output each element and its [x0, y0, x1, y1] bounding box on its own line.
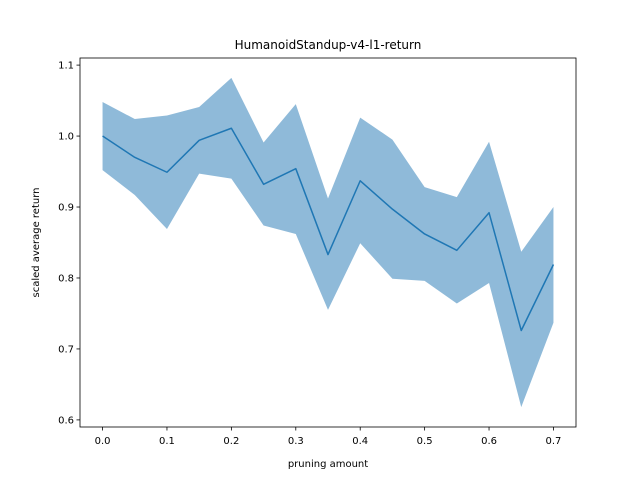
y-tick-label: 0.7: [58, 344, 74, 355]
x-tick-label: 0.7: [546, 436, 562, 447]
x-tick-label: 0.4: [352, 436, 368, 447]
series-0-confidence-band: [102, 77, 554, 408]
y-tick-label: 0.9: [58, 203, 74, 214]
y-tick-label: 0.6: [58, 415, 74, 426]
y-axis-label: scaled average return: [31, 188, 42, 298]
y-tick-label: 0.8: [58, 273, 74, 284]
x-tick-label: 0.0: [95, 436, 111, 447]
x-tick-label: 0.3: [288, 436, 304, 447]
x-tick-label: 0.1: [159, 436, 175, 447]
x-axis-label: pruning amount: [288, 459, 368, 470]
y-axis-ticks: 0.6 0.7 0.8 0.9 1.0 1.1: [58, 61, 80, 426]
x-tick-label: 0.2: [223, 436, 239, 447]
y-tick-label: 1.1: [58, 61, 74, 72]
confidence-bands: [102, 77, 554, 408]
plot-frame: [79, 57, 577, 428]
y-tick-label: 1.0: [58, 132, 74, 143]
chart-title: HumanoidStandup-v4-l1-return: [235, 38, 422, 52]
series-0-line: [102, 127, 555, 332]
x-axis-ticks: 0.0 0.1 0.2 0.3 0.4 0.5 0.6 0.7: [95, 427, 562, 447]
x-tick-label: 0.5: [417, 436, 433, 447]
series-lines: [102, 127, 555, 332]
x-tick-label: 0.6: [481, 436, 497, 447]
